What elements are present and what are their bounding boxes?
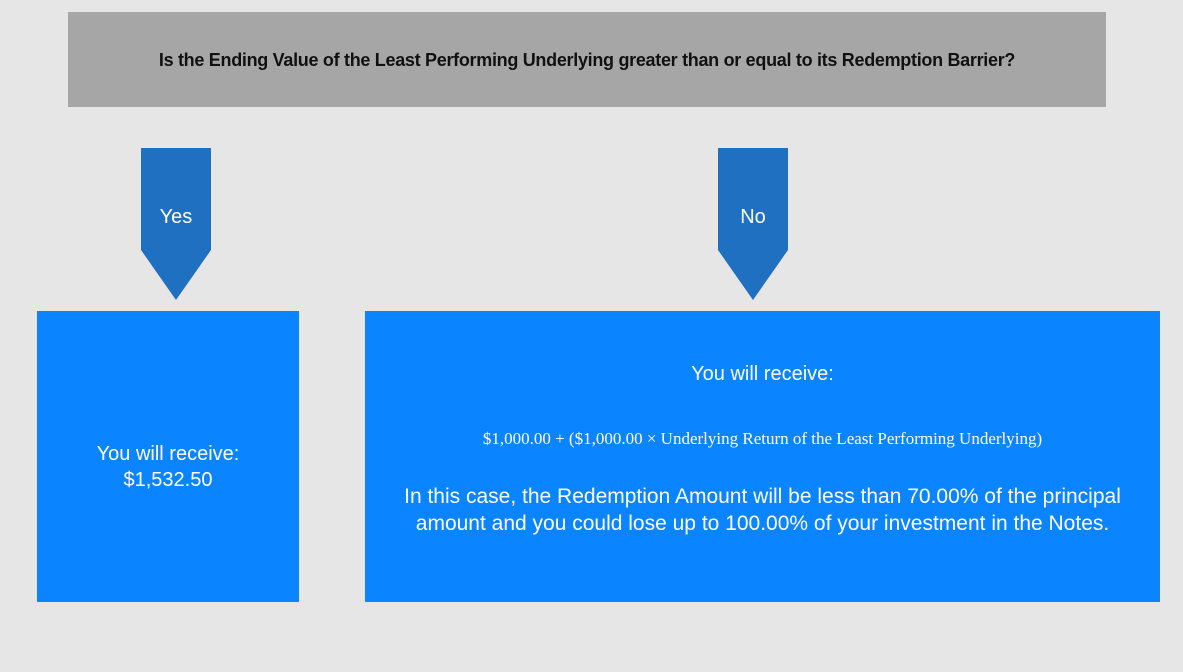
question: Is the Ending Value of the Least Perform… bbox=[158, 49, 1016, 70]
no-label: No bbox=[740, 206, 766, 228]
yes-arrow bbox=[141, 148, 211, 300]
question-box: Is the Ending Value of the Least Perform… bbox=[68, 12, 1106, 107]
no-arrow bbox=[718, 148, 788, 300]
no-note: In this case, the Redemption Amount will… bbox=[404, 485, 1121, 535]
yes-result: You will receive: $1,532.50 bbox=[37, 311, 299, 602]
no-formula: $1,000.00 + ($1,000.00 × Underlying Retu… bbox=[482, 429, 1043, 448]
yes-heading: You will receive: bbox=[96, 442, 240, 465]
no-result: You will receive: $1,000.00 + ($1,000.00… bbox=[365, 311, 1160, 602]
yes-label: Yes bbox=[159, 206, 193, 228]
no-heading: You will receive: bbox=[691, 363, 834, 385]
yes-amount: $1,532.50 bbox=[123, 468, 213, 491]
